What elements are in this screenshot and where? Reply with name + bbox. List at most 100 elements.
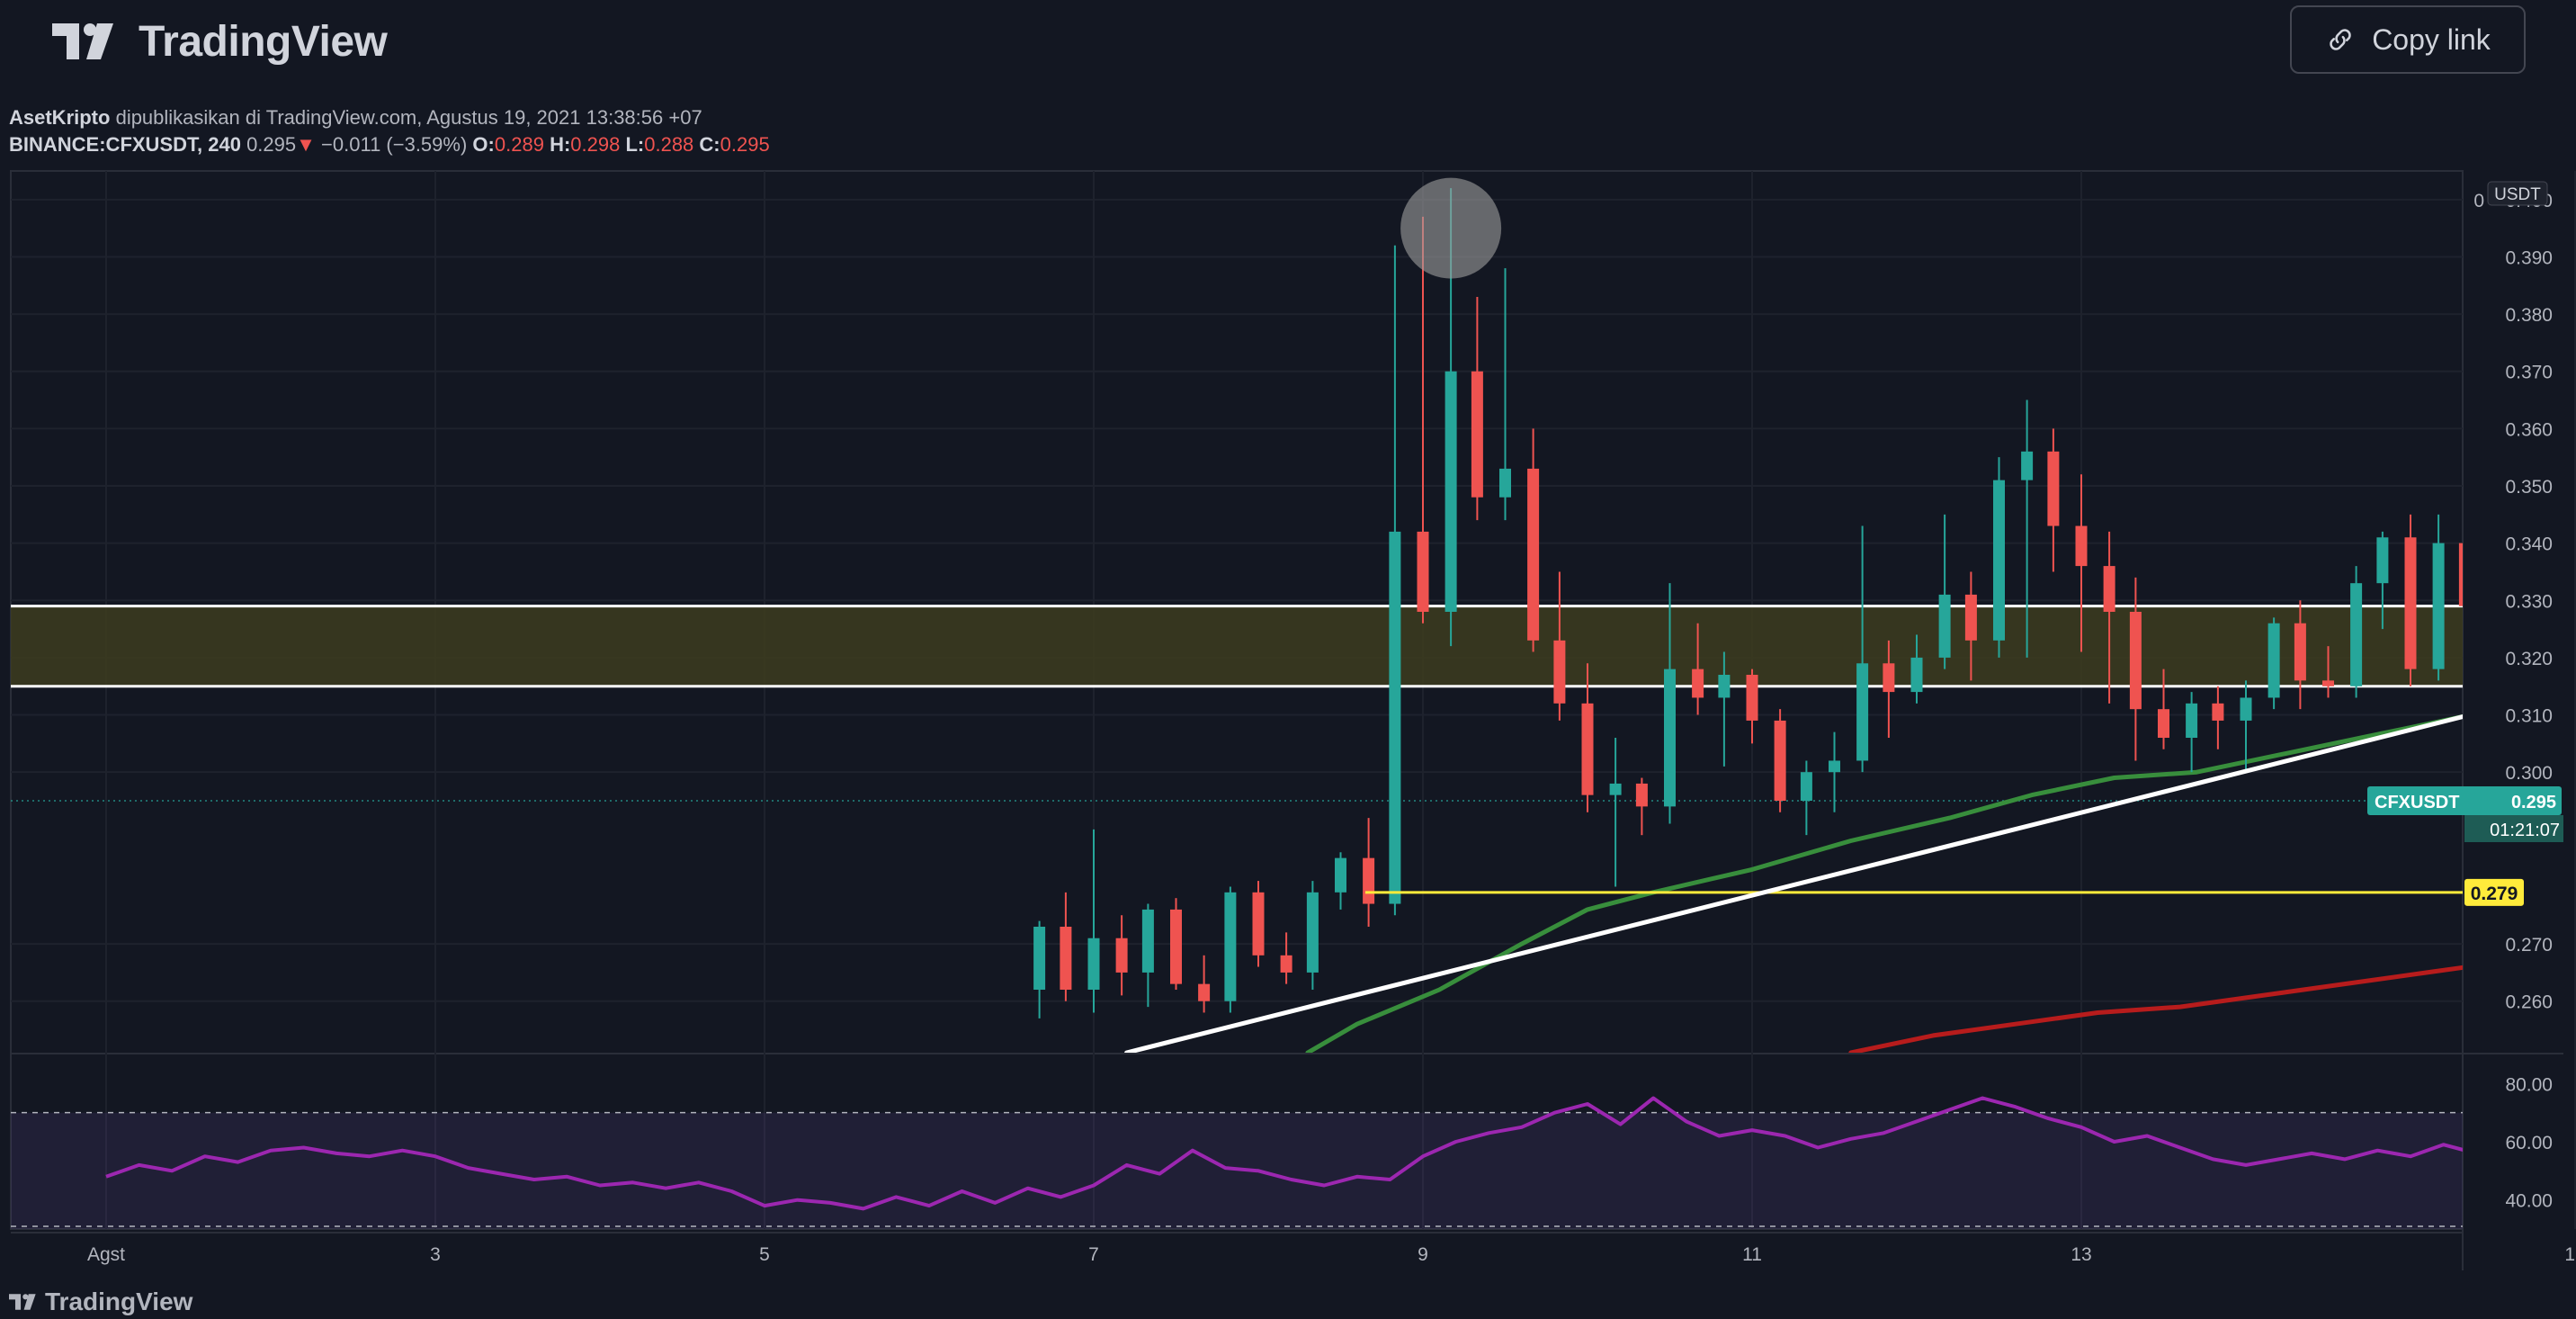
symbol-name: BINANCE:CFXUSDT, 240 bbox=[9, 133, 241, 156]
candle bbox=[2487, 583, 2499, 641]
brand[interactable]: TradingView bbox=[52, 13, 388, 70]
candle bbox=[1692, 623, 1704, 715]
candle-body bbox=[1993, 480, 2005, 641]
candle-body bbox=[2186, 703, 2198, 738]
publish-info: AsetKripto dipublikasikan di TradingView… bbox=[9, 106, 702, 130]
candle bbox=[2322, 646, 2334, 698]
candle bbox=[2432, 514, 2445, 681]
candle-body bbox=[1198, 983, 1211, 1001]
copy-link-button[interactable]: Copy link bbox=[2290, 5, 2526, 74]
candle-body bbox=[1417, 531, 1429, 612]
currency-badge: USDT bbox=[2487, 181, 2548, 206]
last-price: 0.295 bbox=[246, 133, 297, 156]
candle bbox=[1800, 760, 1812, 836]
candle bbox=[1363, 818, 1375, 927]
close-label: C: bbox=[699, 133, 720, 156]
candle-body bbox=[1389, 531, 1401, 904]
candle bbox=[2186, 692, 2198, 773]
candle bbox=[2047, 428, 2060, 572]
countdown-label: 01:21:07 bbox=[2490, 821, 2560, 840]
candle bbox=[1774, 709, 1786, 812]
down-arrow-icon: ▼ bbox=[296, 133, 316, 156]
candle bbox=[2350, 566, 2363, 698]
author-name[interactable]: AsetKripto bbox=[9, 106, 111, 129]
candle bbox=[1664, 583, 1676, 824]
candle-body bbox=[1635, 783, 1648, 807]
symbol-info: BINANCE:CFXUSDT, 240 0.295▼ −0.011 (−3.5… bbox=[9, 133, 770, 157]
x-tick-label: 9 bbox=[1418, 1244, 1428, 1265]
candle bbox=[1115, 915, 1128, 996]
x-tick-label: 5 bbox=[759, 1244, 770, 1265]
candle bbox=[2158, 668, 2169, 749]
candle-body bbox=[1115, 938, 1128, 973]
currency-label: USDT bbox=[2494, 185, 2541, 204]
candle bbox=[2129, 577, 2142, 761]
candle-body bbox=[2021, 451, 2034, 480]
y-tick-label: 0.320 bbox=[2505, 649, 2553, 669]
y-tick-label: 0.360 bbox=[2505, 419, 2553, 440]
moving-average-green bbox=[1305, 713, 2463, 1053]
candle-body bbox=[2267, 623, 2280, 698]
support-price-tag bbox=[2464, 878, 2524, 906]
candle bbox=[1499, 268, 1511, 521]
y-tick-label: 0.330 bbox=[2505, 591, 2553, 612]
candle-body bbox=[1829, 760, 1840, 773]
candle bbox=[1635, 777, 1648, 836]
resistance-zone bbox=[11, 606, 2463, 686]
candle-body bbox=[2404, 537, 2417, 669]
candle bbox=[1964, 571, 1977, 681]
candle bbox=[1856, 525, 1869, 773]
y-tick-label: 0.370 bbox=[2505, 363, 2553, 383]
candle-body bbox=[2432, 543, 2445, 669]
candle-body bbox=[1306, 892, 1319, 973]
close-value: 0.295 bbox=[720, 133, 770, 156]
candle-body bbox=[2103, 566, 2115, 612]
candle-body bbox=[1445, 371, 1457, 612]
candle bbox=[1141, 903, 1154, 1008]
y-tick-label: 0.300 bbox=[2505, 763, 2553, 784]
candle bbox=[1883, 640, 1895, 738]
last-price-symbol: CFXUSDT bbox=[2375, 793, 2459, 812]
candle-body bbox=[2487, 606, 2499, 618]
candle-body bbox=[2376, 537, 2389, 584]
candle bbox=[2212, 686, 2224, 749]
candle bbox=[1170, 898, 1182, 990]
open-value: 0.289 bbox=[494, 133, 544, 156]
rsi-pane bbox=[11, 1096, 2463, 1229]
candle-body bbox=[1060, 927, 1072, 990]
candle-body bbox=[1087, 938, 1100, 990]
chart-frame bbox=[10, 170, 2464, 1230]
trendline bbox=[1124, 713, 2463, 1053]
candle-body bbox=[1581, 703, 1594, 795]
candle-body bbox=[1335, 857, 1346, 893]
x-tick-label: 11 bbox=[1742, 1244, 1762, 1265]
price-chart[interactable]: Agst357911131618202325270.2600.2700.3000… bbox=[0, 0, 2576, 1287]
tradingview-logo-icon bbox=[52, 23, 113, 59]
y-tick-label: 0.350 bbox=[2505, 477, 2553, 498]
x-tick-label: 3 bbox=[430, 1244, 441, 1265]
x-tick-label: Agst bbox=[87, 1244, 125, 1265]
candle-body bbox=[1141, 909, 1154, 973]
rsi-tick-label: 60.00 bbox=[2505, 1133, 2553, 1153]
rsi-band bbox=[11, 1112, 2463, 1229]
candle-body bbox=[1252, 892, 1265, 956]
candle bbox=[1417, 216, 1429, 624]
link-icon bbox=[2330, 29, 2351, 50]
candle bbox=[2075, 474, 2088, 652]
x-tick-label: 16 bbox=[2564, 1244, 2576, 1265]
candle-body bbox=[2350, 583, 2363, 686]
last-price-tag bbox=[2367, 786, 2562, 815]
candle bbox=[1033, 920, 1046, 1018]
currency-badge-box bbox=[2487, 181, 2548, 206]
candle-body bbox=[1280, 955, 1292, 973]
candle-body bbox=[2212, 703, 2224, 721]
candle-body bbox=[1664, 668, 1676, 807]
candle bbox=[1581, 663, 1594, 812]
candle-body bbox=[1527, 468, 1540, 641]
candle-body bbox=[1746, 675, 1758, 721]
candle-body bbox=[1224, 892, 1237, 1001]
candle bbox=[1553, 571, 1566, 721]
candle bbox=[1280, 932, 1292, 984]
candle-body bbox=[2240, 697, 2252, 721]
candle-body bbox=[1609, 783, 1622, 795]
